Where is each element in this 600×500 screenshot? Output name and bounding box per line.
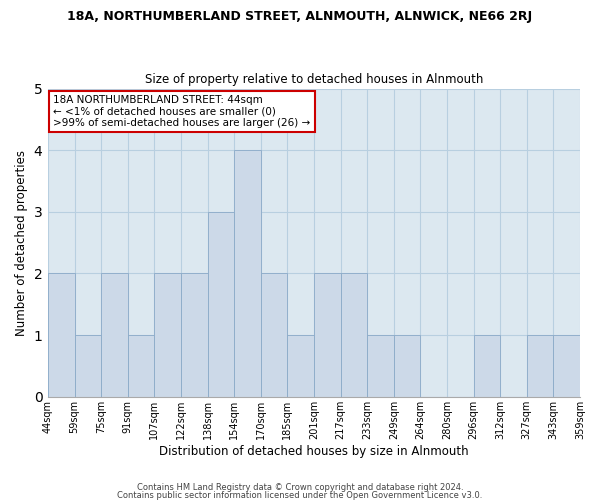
Bar	[341, 274, 367, 397]
Bar	[287, 335, 314, 397]
Bar	[101, 274, 128, 397]
Text: Contains HM Land Registry data © Crown copyright and database right 2024.: Contains HM Land Registry data © Crown c…	[137, 484, 463, 492]
Bar	[234, 150, 261, 397]
Bar	[48, 274, 74, 397]
Bar	[473, 335, 500, 397]
X-axis label: Distribution of detached houses by size in Alnmouth: Distribution of detached houses by size …	[159, 444, 469, 458]
Bar	[208, 212, 234, 397]
Bar	[394, 335, 421, 397]
Text: 18A, NORTHUMBERLAND STREET, ALNMOUTH, ALNWICK, NE66 2RJ: 18A, NORTHUMBERLAND STREET, ALNMOUTH, AL…	[67, 10, 533, 23]
Bar	[527, 335, 553, 397]
Bar	[367, 335, 394, 397]
Bar	[74, 335, 101, 397]
Text: 18A NORTHUMBERLAND STREET: 44sqm
← <1% of detached houses are smaller (0)
>99% o: 18A NORTHUMBERLAND STREET: 44sqm ← <1% o…	[53, 94, 311, 128]
Bar	[154, 274, 181, 397]
Title: Size of property relative to detached houses in Alnmouth: Size of property relative to detached ho…	[145, 73, 483, 86]
Bar	[314, 274, 341, 397]
Bar	[261, 274, 287, 397]
Text: Contains public sector information licensed under the Open Government Licence v3: Contains public sector information licen…	[118, 490, 482, 500]
Bar	[553, 335, 580, 397]
Y-axis label: Number of detached properties: Number of detached properties	[15, 150, 28, 336]
Bar	[128, 335, 154, 397]
Bar	[181, 274, 208, 397]
